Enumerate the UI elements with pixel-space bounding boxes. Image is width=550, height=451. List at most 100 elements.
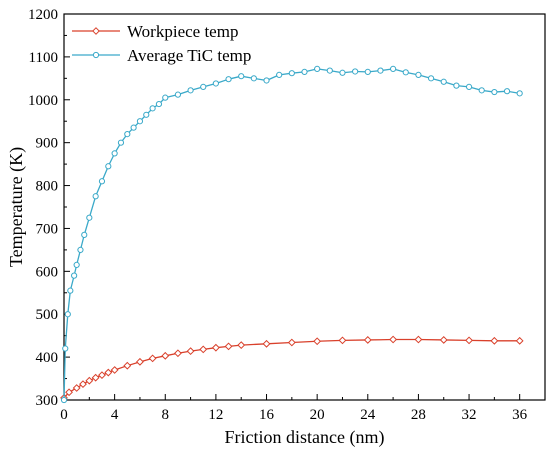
data-point-marker bbox=[72, 384, 81, 392]
legend-marker bbox=[92, 27, 100, 35]
data-point-marker bbox=[130, 124, 137, 131]
y-tick-label: 300 bbox=[36, 393, 59, 409]
data-point-marker bbox=[390, 65, 397, 72]
data-point-marker bbox=[491, 88, 498, 96]
data-point-marker bbox=[427, 75, 435, 82]
data-point-marker bbox=[155, 100, 163, 108]
data-point-marker bbox=[73, 261, 80, 268]
data-point-marker bbox=[377, 67, 384, 74]
series-line bbox=[63, 338, 520, 399]
data-point-marker bbox=[402, 69, 409, 76]
data-point-marker bbox=[105, 163, 112, 170]
data-point-marker bbox=[71, 272, 78, 279]
y-axis-title: Temperature (K) bbox=[6, 147, 27, 267]
data-point-marker bbox=[199, 345, 208, 354]
x-tick-label: 36 bbox=[512, 407, 528, 423]
series-workpiece-temp bbox=[60, 335, 524, 402]
data-point-marker bbox=[262, 339, 271, 348]
data-point-marker bbox=[238, 73, 245, 80]
data-point-marker bbox=[91, 373, 100, 382]
data-point-marker bbox=[490, 336, 499, 345]
x-tick-label: 28 bbox=[411, 407, 426, 423]
data-point-marker bbox=[186, 347, 195, 356]
data-point-marker bbox=[162, 94, 169, 101]
data-point-marker bbox=[65, 388, 73, 397]
y-tick-label: 400 bbox=[36, 350, 59, 366]
data-point-marker bbox=[389, 335, 398, 344]
data-point-marker bbox=[86, 214, 93, 221]
data-point-marker bbox=[439, 336, 448, 344]
x-tick-label: 12 bbox=[208, 407, 223, 423]
legend-entry: Average TiC temp bbox=[72, 46, 251, 65]
axis-ticks: 0 4 8 12 16 20 24 28 32 36 300 400 500 600 700 800 900 10… bbox=[28, 7, 528, 423]
x-tick-label: 8 bbox=[162, 407, 170, 423]
x-tick-label: 0 bbox=[60, 407, 68, 423]
data-point-marker bbox=[225, 76, 232, 83]
data-point-marker bbox=[212, 80, 219, 87]
legend-label: Average TiC temp bbox=[127, 46, 251, 65]
y-tick-label: 800 bbox=[36, 179, 59, 195]
data-point-marker bbox=[143, 111, 150, 118]
data-point-marker bbox=[414, 335, 423, 344]
data-point-marker bbox=[263, 77, 270, 84]
data-point-marker bbox=[98, 178, 106, 185]
data-point-marker bbox=[85, 376, 94, 385]
data-point-marker bbox=[149, 105, 156, 112]
y-tick-label: 700 bbox=[36, 221, 59, 237]
x-tick-label: 20 bbox=[310, 407, 325, 423]
data-point-marker bbox=[515, 336, 524, 345]
axis-labels: Friction distance (nm) Temperature (K) bbox=[6, 147, 384, 448]
data-point-marker bbox=[211, 343, 220, 352]
data-point-marker bbox=[478, 87, 485, 94]
x-tick-label: 4 bbox=[111, 407, 119, 423]
y-tick-label: 900 bbox=[36, 136, 59, 152]
data-point-marker bbox=[339, 69, 346, 76]
y-tick-label: 600 bbox=[36, 264, 59, 280]
data-point-marker bbox=[237, 341, 246, 350]
data-point-marker bbox=[124, 130, 131, 138]
data-point-marker bbox=[81, 231, 88, 238]
x-axis-title: Friction distance (nm) bbox=[225, 427, 385, 448]
data-point-marker bbox=[465, 336, 473, 345]
data-point-marker bbox=[60, 396, 68, 404]
data-point-marker bbox=[326, 67, 333, 74]
y-tick-label: 1100 bbox=[29, 50, 58, 66]
data-point-marker bbox=[453, 82, 460, 89]
data-point-marker bbox=[92, 193, 99, 200]
data-point-marker bbox=[503, 88, 511, 95]
data-point-marker bbox=[77, 246, 84, 253]
legend-marker bbox=[92, 51, 100, 59]
data-point-marker bbox=[79, 380, 87, 389]
y-tick-label: 1200 bbox=[28, 7, 58, 23]
data-point-marker bbox=[276, 71, 283, 79]
data-point-marker bbox=[288, 70, 295, 77]
legend-label: Workpiece temp bbox=[127, 22, 238, 41]
series-line bbox=[63, 68, 520, 401]
x-tick-label: 32 bbox=[462, 407, 477, 423]
data-point-marker bbox=[136, 118, 144, 125]
data-point-marker bbox=[187, 87, 194, 94]
data-point-marker bbox=[352, 68, 359, 75]
y-tick-label: 1000 bbox=[28, 93, 58, 109]
legend-entry: Workpiece temp bbox=[72, 22, 238, 41]
data-point-marker bbox=[200, 83, 207, 91]
data-point-marker bbox=[136, 357, 144, 366]
data-point-marker bbox=[161, 351, 170, 360]
data-point-marker bbox=[110, 366, 119, 374]
data-point-marker bbox=[174, 91, 182, 98]
data-point-marker bbox=[287, 338, 296, 347]
data-point-marker bbox=[117, 139, 125, 146]
series-group bbox=[60, 65, 524, 404]
data-point-marker bbox=[148, 354, 157, 363]
data-point-marker bbox=[174, 349, 182, 358]
data-point-marker bbox=[516, 90, 523, 97]
data-point-marker bbox=[465, 83, 473, 91]
x-tick-label: 24 bbox=[360, 407, 376, 423]
data-point-marker bbox=[64, 311, 71, 318]
data-point-marker bbox=[62, 345, 69, 352]
y-tick-label: 500 bbox=[36, 307, 59, 323]
x-tick-label: 16 bbox=[259, 407, 275, 423]
data-point-marker bbox=[364, 68, 371, 76]
